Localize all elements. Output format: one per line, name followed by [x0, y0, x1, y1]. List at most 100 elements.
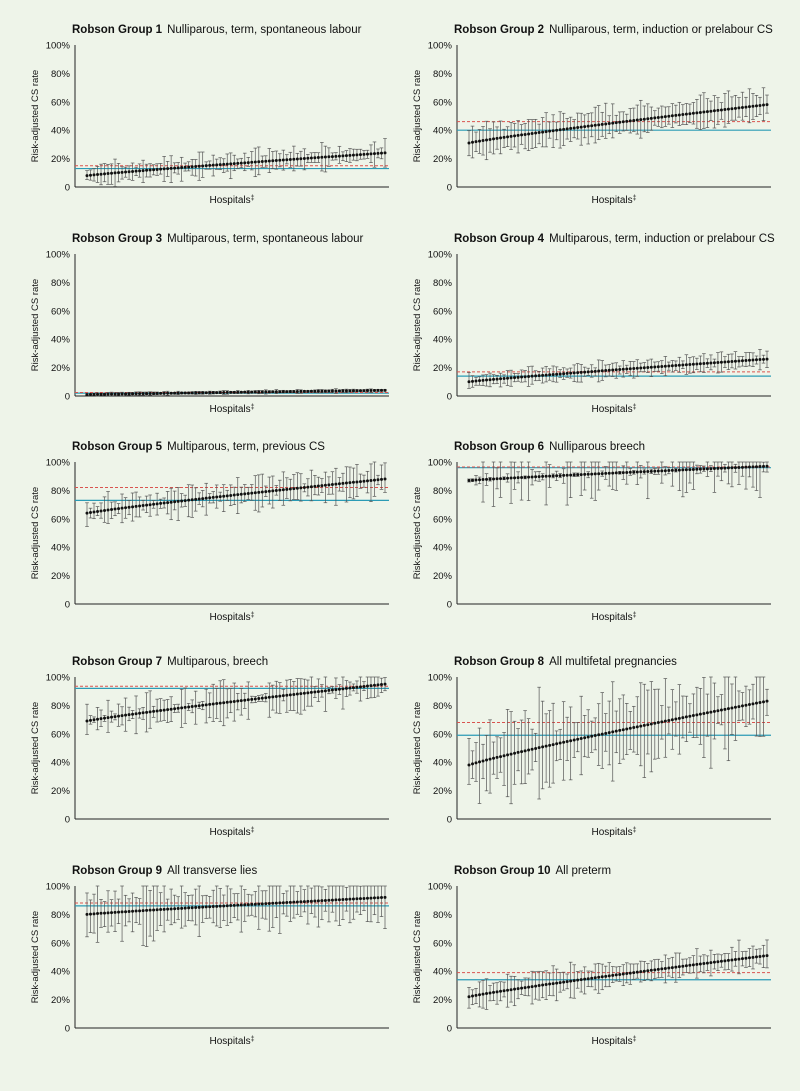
- hospital-point: [376, 388, 380, 392]
- hospital-point: [562, 740, 566, 744]
- hospital-point: [590, 124, 594, 128]
- hospital-point: [576, 473, 580, 477]
- y-tick-label: 80%: [433, 278, 453, 289]
- hospital-point: [239, 699, 243, 703]
- hospital-point: [113, 507, 117, 511]
- hospital-points: [467, 87, 769, 161]
- hospital-point: [670, 966, 674, 970]
- hospital-point: [730, 466, 734, 470]
- hospital-point: [667, 966, 671, 970]
- y-tick-label: 20%: [51, 786, 71, 797]
- hospital-point: [604, 122, 608, 126]
- hospital-point: [695, 111, 699, 115]
- hospital-point: [141, 392, 145, 396]
- hospital-point: [653, 469, 657, 473]
- hospital-point: [267, 489, 271, 493]
- hospital-point: [751, 702, 755, 706]
- hospital-point: [204, 703, 208, 707]
- hospital-point: [597, 975, 601, 979]
- hospital-point: [611, 471, 615, 475]
- y-tick-label: 20%: [433, 363, 453, 374]
- hospital-point: [148, 168, 152, 172]
- hospital-point: [702, 962, 706, 966]
- hospital-point: [534, 475, 538, 479]
- hospital-point: [145, 168, 149, 172]
- hospital-point: [281, 158, 285, 162]
- hospital-point: [541, 983, 545, 987]
- hospital-point: [383, 682, 387, 686]
- hospital-point: [607, 122, 611, 126]
- hospital-point: [348, 686, 352, 690]
- hospital-point: [681, 113, 685, 117]
- hospital-point: [754, 955, 758, 959]
- hospital-point: [243, 390, 247, 394]
- hospital-point: [358, 389, 362, 393]
- hospital-point: [495, 990, 499, 994]
- hospital-point: [565, 473, 569, 477]
- hospital-point: [579, 125, 583, 129]
- hospital-point: [250, 491, 254, 495]
- hospital-point: [523, 375, 527, 379]
- hospital-point: [681, 716, 685, 720]
- panel-description: Multiparous, term, previous CS: [167, 441, 325, 453]
- panel-group-name: Robson Group 4: [454, 233, 545, 245]
- hospital-point: [99, 172, 103, 176]
- hospital-point: [110, 508, 114, 512]
- hospital-point: [492, 990, 496, 994]
- hospital-point: [89, 510, 93, 514]
- hospital-point: [232, 493, 236, 497]
- hospital-point: [313, 484, 317, 488]
- hospital-point: [579, 473, 583, 477]
- hospital-point: [127, 909, 131, 913]
- hospital-point: [485, 378, 489, 382]
- hospital-point: [523, 475, 527, 479]
- hospital-point: [513, 751, 517, 755]
- hospital-point: [691, 714, 695, 718]
- hospital-point: [320, 484, 324, 488]
- y-tick-label: 0: [447, 600, 452, 611]
- hospital-point: [208, 702, 212, 706]
- hospital-point: [670, 718, 674, 722]
- hospital-point: [607, 368, 611, 372]
- hospital-point: [257, 160, 261, 164]
- hospital-point: [330, 155, 334, 159]
- hospital-point: [110, 715, 114, 719]
- hospital-point: [586, 472, 590, 476]
- hospital-point: [127, 505, 131, 509]
- x-axis-label-text: Hospitals: [209, 404, 250, 415]
- hospital-point: [334, 154, 338, 158]
- y-tick-label: 100%: [46, 250, 71, 261]
- hospital-point: [355, 153, 359, 157]
- hospital-point: [85, 174, 89, 178]
- hospital-point: [674, 965, 678, 969]
- hospital-points: [85, 138, 387, 187]
- hospital-point: [155, 908, 159, 912]
- hospital-point: [506, 753, 510, 757]
- hospital-point: [740, 359, 744, 363]
- hospital-point: [740, 465, 744, 469]
- hospital-point: [327, 688, 331, 692]
- hospital-point: [236, 161, 240, 165]
- hospital-point: [481, 759, 485, 763]
- hospital-point: [576, 978, 580, 982]
- hospital-point: [274, 488, 278, 492]
- hospital-point: [761, 357, 765, 361]
- hospital-point: [229, 493, 233, 497]
- hospital-point: [341, 481, 345, 485]
- hospital-point: [96, 717, 100, 721]
- y-tick-label: 0: [65, 392, 70, 403]
- panel-description: Nulliparous, term, induction or prelabou…: [549, 24, 773, 36]
- hospital-point: [309, 389, 313, 393]
- hospital-point: [162, 391, 166, 395]
- hospital-point: [611, 730, 615, 734]
- hospital-point: [478, 478, 482, 482]
- hospital-point: [562, 980, 566, 984]
- x-axis-label-text: Hospitals: [591, 1036, 632, 1047]
- panel-title: Robson Group 7 Multiparous, breech: [72, 656, 268, 668]
- hospital-point: [89, 718, 93, 722]
- hospital-point: [667, 364, 671, 368]
- y-axis-label: Risk-adjusted CS rate: [30, 911, 41, 1003]
- hospital-point: [134, 504, 138, 508]
- hospital-point: [569, 979, 573, 983]
